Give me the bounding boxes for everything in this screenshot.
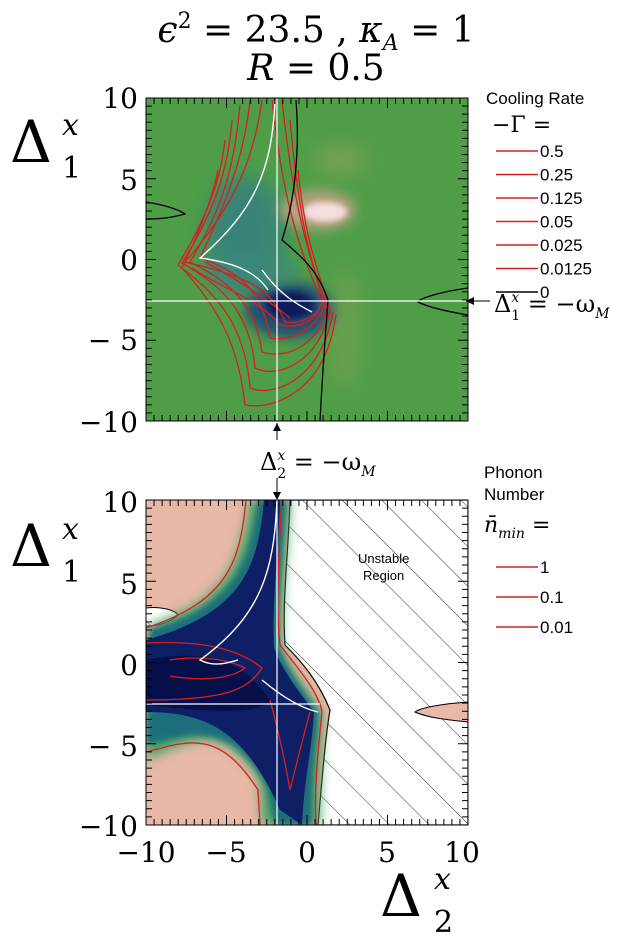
top-legend: Cooling Rate −Γ = 0.5 0.25 0.125 0.05 0.025 0… (486, 89, 592, 302)
top-ridge-lines (198, 99, 313, 313)
top-legend-entry-label-5: 0.0125 (540, 260, 592, 279)
bottom-legend-title-1: Phonon (484, 463, 543, 482)
top-y-axis-label-sub: 1 (62, 151, 81, 186)
bottom-x-axis-label-sup: x (434, 862, 451, 897)
bottom-contours (146, 500, 323, 825)
bottom-x-axis-label-sub: 2 (434, 905, 453, 939)
bottom-y-axis-label: Δ (10, 512, 52, 580)
top-contours (177, 99, 337, 407)
bottom-y-tick-m10: −10 (79, 810, 138, 843)
unstable-region-label-1: Unstable (358, 551, 409, 566)
top-shading (200, 144, 368, 390)
bottom-x-tick-m5: −5 (205, 836, 246, 869)
top-y-tick-0: 0 (120, 244, 138, 277)
bottom-y-tick-0: 0 (120, 649, 138, 682)
bottom-legend: Phonon Number n̄min = 1 0.1 0.01 (484, 463, 573, 637)
top-panel: 10 5 0 − 5 −10 Δ x 1 Cooling Rate −Γ = 0… (10, 82, 610, 500)
top-y-tick-m10: −10 (79, 406, 138, 439)
top-y-axis-label-sup: x (62, 108, 79, 143)
bottom-y-tick-5: 5 (120, 568, 138, 601)
bottom-legend-entry-label-2: 0.01 (540, 618, 573, 637)
annotation-delta2-label: Δx 2 = −ωM (260, 448, 376, 482)
annotation-delta2-omega: Δx 2 = −ωM (260, 423, 376, 500)
top-legend-entry-label-6: 0 (540, 283, 549, 302)
title-line-2: R = 0.5 (246, 48, 384, 89)
bottom-legend-entry-label-0: 1 (540, 558, 549, 577)
top-y-tick-10: 10 (102, 82, 138, 115)
title-line-1: ϵ2 = 23.5 , κA = 1 (157, 9, 474, 56)
top-y-axis-label: Δ (10, 108, 52, 176)
top-legend-entry-label-3: 0.05 (540, 213, 573, 232)
bottom-y-tick-10: 10 (102, 486, 138, 519)
unstable-region-label-2: Region (363, 568, 404, 583)
bottom-x-tick-5: 5 (378, 836, 396, 869)
bottom-y-axis-label-sub: 1 (62, 555, 81, 590)
top-legend-entry-label-2: 0.125 (540, 189, 583, 208)
bottom-y-tick-m5: − 5 (88, 730, 138, 763)
bottom-ridge-lines (198, 500, 319, 713)
top-legend-subtitle: −Γ = (492, 113, 551, 138)
top-legend-entry-label-1: 0.25 (540, 166, 573, 185)
bottom-x-tick-10: 10 (444, 836, 480, 869)
bottom-y-axis-label-sup: x (62, 512, 79, 547)
bottom-x-axis-label: Δ (380, 862, 422, 930)
top-zero-contours (146, 99, 468, 421)
top-legend-entry-label-0: 0.5 (540, 142, 564, 161)
top-minor-ticks (145, 97, 469, 422)
top-legend-title: Cooling Rate (486, 89, 584, 108)
bottom-x-tick-0: 0 (298, 836, 316, 869)
bottom-x-tick-m10: −10 (116, 836, 175, 869)
bottom-legend-subtitle: n̄min = (484, 513, 550, 542)
bottom-legend-entry-label-1: 0.1 (540, 588, 564, 607)
top-legend-entry-label-4: 0.025 (540, 236, 583, 255)
annotation-delta1-omega: Δx 1 = −ωM (466, 290, 610, 324)
right-stable-lobe (414, 701, 468, 723)
annotation-delta1-label: Δx 1 = −ωM (494, 290, 610, 324)
top-plot-background (146, 98, 468, 421)
top-y-tick-m5: − 5 (88, 324, 138, 357)
bottom-minor-ticks (145, 499, 469, 826)
top-y-tick-5: 5 (120, 164, 138, 197)
bottom-panel: Unstable Region 10 5 0 − 5 −10 −10 −5 0 … (10, 463, 573, 939)
bottom-legend-title-2: Number (484, 485, 545, 504)
